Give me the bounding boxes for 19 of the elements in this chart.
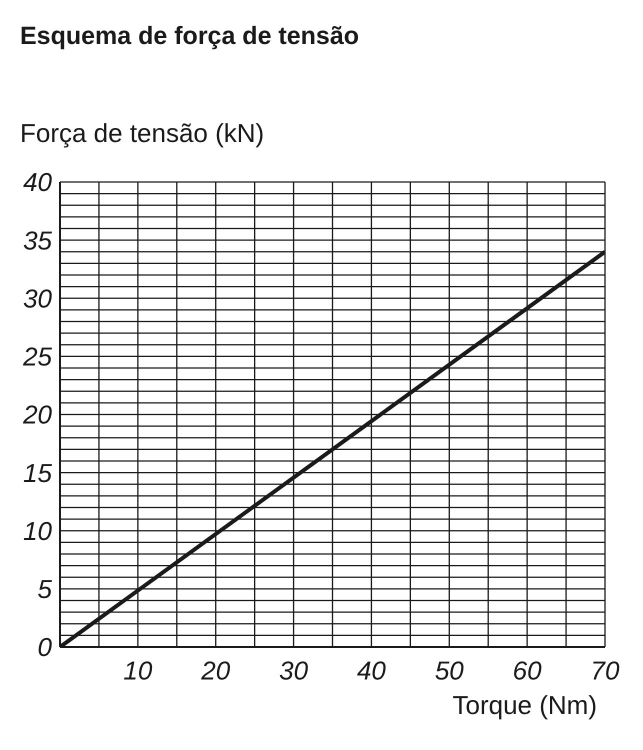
y-tick-label: 35: [23, 225, 53, 256]
y-tick-label: 0: [38, 632, 53, 662]
x-tick-label: 40: [356, 655, 386, 686]
y-tick-label: 30: [23, 283, 53, 314]
x-tick-label: 20: [200, 655, 231, 686]
x-tick-label: 60: [512, 655, 542, 686]
x-tick-label: 30: [279, 655, 309, 686]
x-axis-title: Torque (Nm): [452, 690, 597, 720]
y-tick-label: 5: [38, 574, 53, 604]
y-tick-label: 15: [23, 458, 53, 488]
chart-title: Esquema de força de tensão: [20, 22, 360, 51]
y-tick-label: 20: [22, 400, 53, 430]
y-tick-label: 40: [23, 167, 53, 198]
y-tick-label: 10: [23, 516, 53, 546]
x-tick-label: 10: [123, 655, 153, 686]
y-tick-label: 25: [22, 342, 53, 372]
x-tick-label: 70: [590, 655, 620, 686]
x-tick-label: 50: [434, 655, 464, 686]
y-axis-title: Força de tensão (kN): [20, 118, 264, 149]
